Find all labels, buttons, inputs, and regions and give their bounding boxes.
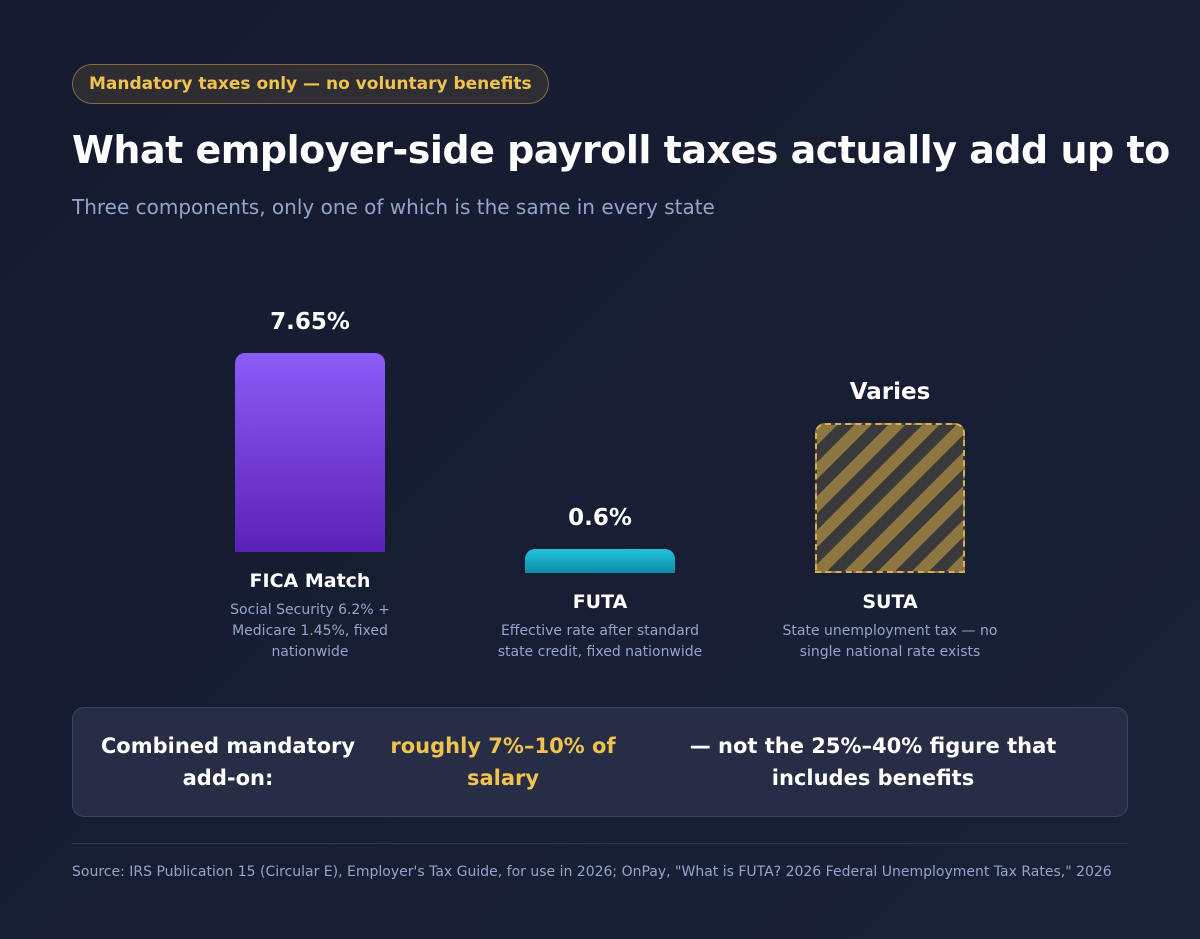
fica-match-bar — [235, 353, 385, 552]
futa-description: Effective rate after standard state cred… — [497, 623, 703, 660]
page-subtitle: Three components, only one of which is t… — [72, 195, 715, 219]
divider — [72, 843, 1128, 844]
source-note: Source: IRS Publication 15 (Circular E),… — [72, 864, 1112, 880]
scope-badge: Mandatory taxes only — no voluntary bene… — [72, 64, 549, 104]
tax-bar-chart: 7.65% FICA Match Social Security 6.2% + Me… — [230, 309, 998, 660]
summary-box: Combined mandatory add-on: roughly 7%–10… — [72, 707, 1128, 817]
summary-highlight: roughly 7%–10% of salary — [390, 734, 616, 790]
page-title: What employer-side payroll taxes actuall… — [72, 128, 1170, 172]
suta-description: State unemployment tax — no single natio… — [782, 623, 998, 660]
futa-bar — [525, 549, 675, 573]
summary-lead: Combined mandatory add-on: — [100, 734, 356, 790]
fica-match-category-label: FICA Match — [249, 570, 371, 592]
futa-value-label: 0.6% — [568, 505, 632, 531]
suta-category-label: SUTA — [862, 591, 918, 613]
summary-tail: — not the 25%–40% figure that includes b… — [689, 734, 1057, 790]
suta-value-label: Varies — [849, 379, 931, 405]
fica-match-value-label: 7.65% — [270, 309, 350, 335]
fica-match-description: Social Security 6.2% + Medicare 1.45%, f… — [230, 602, 390, 660]
futa-category-label: FUTA — [572, 591, 628, 613]
suta-bar — [815, 423, 965, 573]
